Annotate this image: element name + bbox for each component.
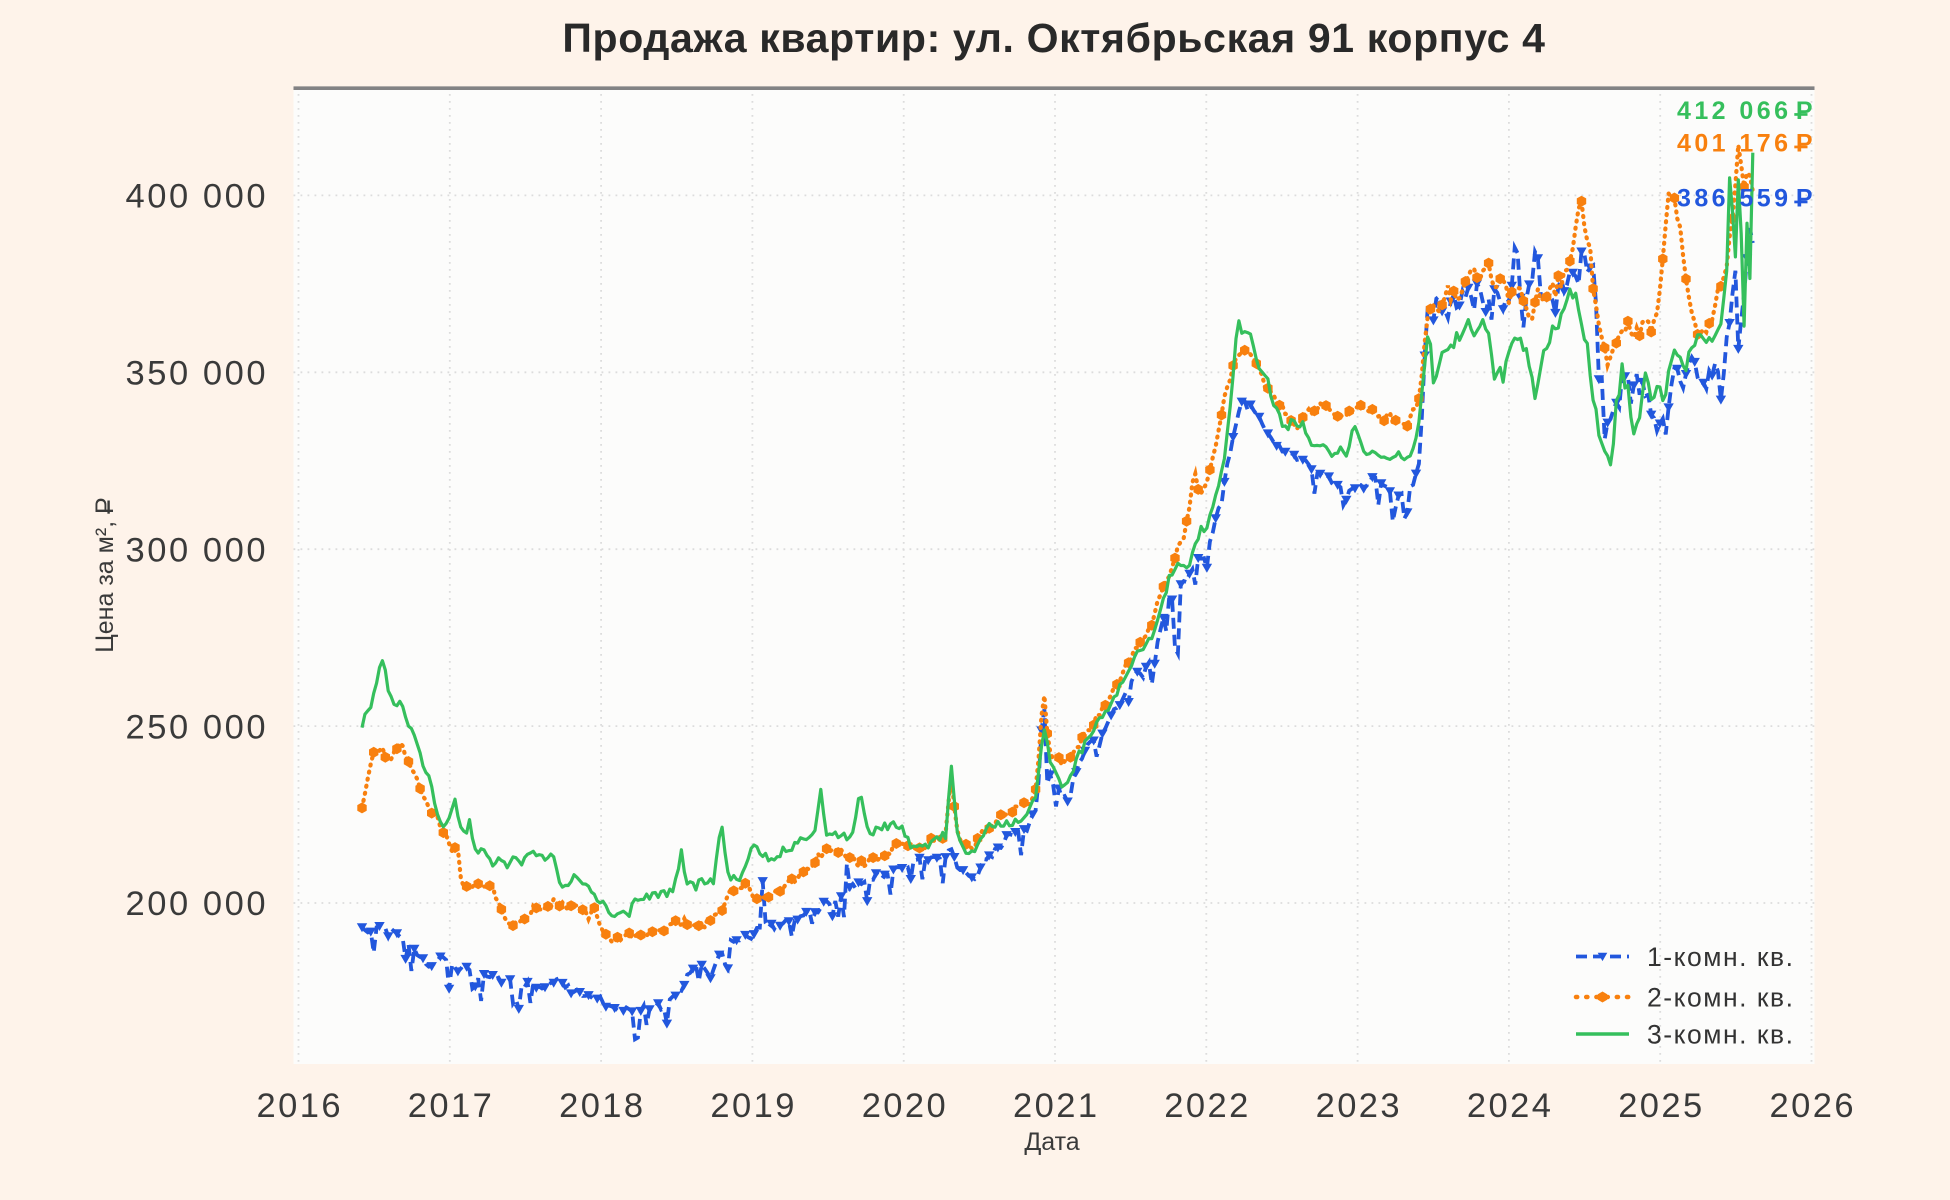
svg-text:Р: Р — [1796, 185, 1813, 213]
svg-text:386 559: 386 559 — [1677, 185, 1788, 213]
svg-text:2-комн. кв.: 2-комн. кв. — [1647, 983, 1793, 1013]
svg-text:Р: Р — [1796, 130, 1813, 158]
svg-text:412 066: 412 066 — [1677, 97, 1788, 125]
svg-text:Р: Р — [1796, 97, 1813, 125]
svg-text:Продажа квартир: ул. Октябрьск: Продажа квартир: ул. Октябрьская 91 корп… — [562, 15, 1545, 61]
svg-text:1-комн. кв.: 1-комн. кв. — [1647, 942, 1793, 972]
svg-text:350 000: 350 000 — [126, 355, 266, 393]
svg-text:Цена за м², Р: Цена за м², Р — [91, 497, 119, 652]
svg-text:401 176: 401 176 — [1677, 130, 1788, 158]
svg-text:400 000: 400 000 — [126, 178, 266, 216]
svg-text:3-комн. кв.: 3-комн. кв. — [1647, 1020, 1793, 1050]
svg-text:300 000: 300 000 — [126, 531, 266, 569]
svg-text:Дата: Дата — [1024, 1128, 1079, 1156]
svg-text:250 000: 250 000 — [126, 708, 266, 746]
svg-text:200 000: 200 000 — [126, 885, 266, 923]
